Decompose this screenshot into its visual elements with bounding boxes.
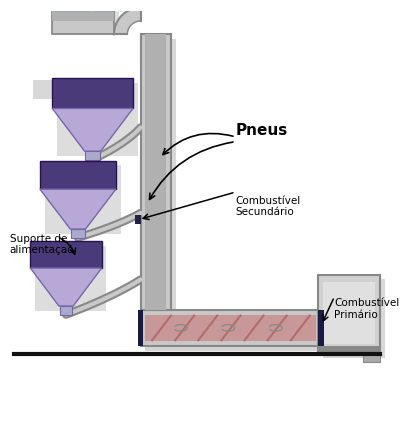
FancyBboxPatch shape [141, 34, 171, 310]
FancyBboxPatch shape [54, 0, 90, 10]
FancyBboxPatch shape [52, 10, 114, 21]
FancyBboxPatch shape [71, 229, 85, 238]
FancyBboxPatch shape [85, 151, 100, 160]
FancyBboxPatch shape [57, 83, 138, 156]
FancyBboxPatch shape [40, 161, 116, 189]
FancyBboxPatch shape [30, 242, 102, 268]
FancyBboxPatch shape [33, 80, 71, 99]
FancyBboxPatch shape [145, 39, 176, 315]
FancyBboxPatch shape [145, 315, 326, 351]
FancyBboxPatch shape [52, 78, 133, 108]
FancyBboxPatch shape [52, 8, 114, 34]
Text: Combustível
Secundário: Combustível Secundário [236, 196, 301, 217]
FancyBboxPatch shape [363, 352, 380, 362]
FancyBboxPatch shape [94, 0, 123, 10]
FancyBboxPatch shape [318, 346, 380, 354]
FancyBboxPatch shape [135, 215, 141, 224]
FancyBboxPatch shape [57, 12, 119, 26]
FancyBboxPatch shape [35, 246, 106, 311]
FancyBboxPatch shape [138, 310, 144, 346]
FancyBboxPatch shape [323, 282, 375, 344]
Polygon shape [114, 8, 141, 34]
FancyBboxPatch shape [45, 165, 121, 234]
Text: Suporte de
alimentaçaõ: Suporte de alimentaçaõ [9, 234, 74, 255]
Polygon shape [30, 268, 102, 306]
FancyBboxPatch shape [60, 306, 72, 315]
FancyBboxPatch shape [318, 275, 380, 354]
FancyBboxPatch shape [145, 34, 166, 310]
Polygon shape [40, 189, 116, 229]
FancyBboxPatch shape [318, 310, 324, 346]
Polygon shape [52, 108, 133, 151]
FancyBboxPatch shape [145, 315, 317, 341]
FancyBboxPatch shape [141, 310, 321, 346]
Text: Pneus: Pneus [236, 123, 288, 138]
Text: Combustível
Primário: Combustível Primário [335, 299, 400, 320]
FancyBboxPatch shape [323, 280, 385, 358]
